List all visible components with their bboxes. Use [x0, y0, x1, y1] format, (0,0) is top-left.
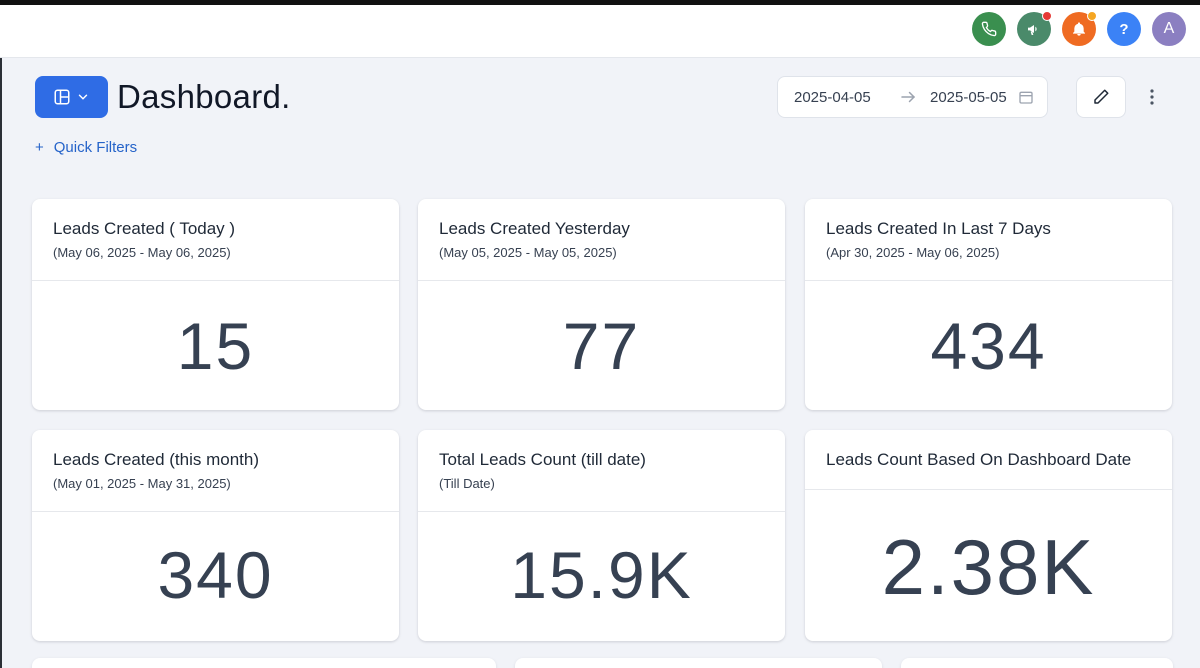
widget-header: Leads Created ( Today ) (May 06, 2025 - …: [32, 199, 399, 281]
widget-subtitle: (Apr 30, 2025 - May 06, 2025): [826, 245, 1000, 260]
calendar-icon: [1019, 91, 1033, 104]
widget-card[interactable]: Leads Created Yesterday (May 05, 2025 - …: [418, 199, 785, 410]
help-icon: ?: [1119, 20, 1129, 38]
avatar-letter: A: [1163, 20, 1175, 37]
notification-dot: [1042, 11, 1052, 21]
widget-subtitle: (May 05, 2025 - May 05, 2025): [439, 245, 617, 260]
widget-title: Leads Created (this month): [53, 450, 259, 469]
widget-header: Leads Count Based On Dashboard Date: [805, 430, 1172, 490]
widget-card[interactable]: Leads Created ( Today ) (May 06, 2025 - …: [32, 199, 399, 410]
widget-value: 77: [562, 309, 641, 383]
widget-subtitle: (May 01, 2025 - May 31, 2025): [53, 476, 231, 491]
widget-card-partial[interactable]: [901, 658, 1173, 668]
widget-title: Leads Created In Last 7 Days: [826, 219, 1051, 238]
widget-value: 2.38K: [881, 523, 1096, 611]
widget-value: 15: [176, 309, 255, 383]
widget-subtitle: (May 06, 2025 - May 06, 2025): [53, 245, 231, 260]
help-button[interactable]: ?: [1107, 12, 1141, 46]
widget-value: 15.9K: [510, 538, 693, 612]
widget-header: Leads Created Yesterday (May 05, 2025 - …: [418, 199, 785, 281]
widget-card[interactable]: Total Leads Count (till date) (Till Date…: [418, 430, 785, 641]
layout-icon: [54, 89, 70, 105]
pencil-icon: [1094, 89, 1109, 104]
header-actions: ? A: [972, 11, 1186, 46]
date-range-start[interactable]: 2025-04-05: [794, 88, 871, 106]
widget-card[interactable]: Leads Created In Last 7 Days (Apr 30, 20…: [805, 199, 1172, 410]
window-top-strip: [0, 0, 1200, 5]
page-title: Dashboard.: [117, 78, 291, 115]
date-range-end[interactable]: 2025-05-05: [930, 88, 1007, 106]
quick-filters-button[interactable]: + Quick Filters: [35, 139, 137, 156]
widget-card-partial[interactable]: [515, 658, 882, 668]
plus-icon: +: [35, 139, 44, 156]
phone-button[interactable]: [972, 12, 1006, 46]
left-edge-rule: [0, 58, 2, 668]
widget-title: Leads Count Based On Dashboard Date: [826, 450, 1132, 469]
dashboard-view-switcher[interactable]: [35, 76, 108, 118]
widget-title: Leads Created ( Today ): [53, 219, 236, 238]
phone-icon: [981, 21, 997, 37]
widget-card[interactable]: Leads Created (this month) (May 01, 2025…: [32, 430, 399, 641]
widget-header: Leads Created In Last 7 Days (Apr 30, 20…: [805, 199, 1172, 281]
widget-card[interactable]: Leads Count Based On Dashboard Date 2.38…: [805, 430, 1172, 641]
arrow-right-icon: [901, 91, 916, 103]
widget-header: Leads Created (this month) (May 01, 2025…: [32, 430, 399, 512]
widget-card-partial[interactable]: [32, 658, 496, 668]
widget-subtitle: (Till Date): [439, 476, 495, 491]
widget-header: Total Leads Count (till date) (Till Date…: [418, 430, 785, 512]
kebab-menu-icon: [1150, 89, 1154, 105]
megaphone-icon: [1028, 25, 1037, 35]
date-range-picker[interactable]: 2025-04-05 2025-05-05: [777, 76, 1048, 118]
announcements-button[interactable]: [1017, 11, 1052, 46]
more-options-button[interactable]: [1140, 84, 1164, 110]
widget-title: Leads Created Yesterday: [439, 219, 630, 238]
widget-title: Total Leads Count (till date): [439, 450, 646, 469]
widget-value: 340: [157, 538, 274, 612]
notifications-button[interactable]: [1062, 11, 1097, 46]
avatar[interactable]: A: [1152, 12, 1186, 46]
chevron-down-icon: [78, 94, 88, 100]
bell-icon: [1073, 22, 1085, 36]
quick-filters-label: Quick Filters: [53, 139, 138, 156]
notification-dot: [1087, 11, 1097, 21]
widget-value: 434: [930, 309, 1047, 383]
edit-dashboard-button[interactable]: [1076, 76, 1126, 118]
top-header-bar: ? A: [0, 5, 1200, 58]
